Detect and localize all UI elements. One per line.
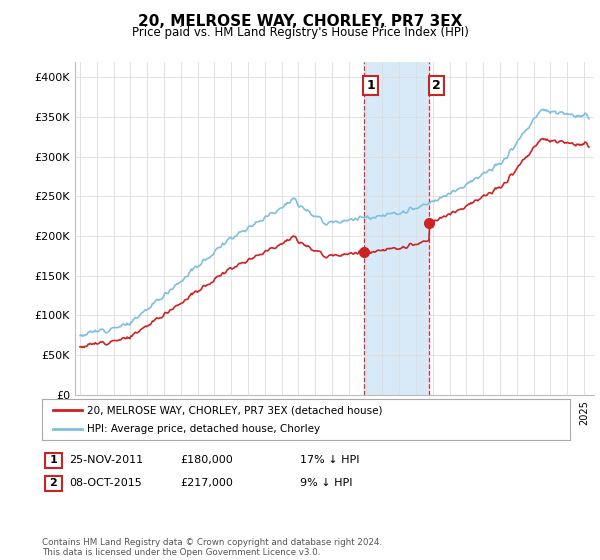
Text: 1: 1 [367, 79, 375, 92]
Text: 20, MELROSE WAY, CHORLEY, PR7 3EX: 20, MELROSE WAY, CHORLEY, PR7 3EX [138, 14, 462, 29]
Text: 25-NOV-2011: 25-NOV-2011 [69, 455, 143, 465]
Text: 20, MELROSE WAY, CHORLEY, PR7 3EX (detached house): 20, MELROSE WAY, CHORLEY, PR7 3EX (detac… [87, 405, 382, 415]
Text: £217,000: £217,000 [180, 478, 233, 488]
Text: 2: 2 [432, 79, 440, 92]
Text: Price paid vs. HM Land Registry's House Price Index (HPI): Price paid vs. HM Land Registry's House … [131, 26, 469, 39]
Text: HPI: Average price, detached house, Chorley: HPI: Average price, detached house, Chor… [87, 424, 320, 434]
Text: £180,000: £180,000 [180, 455, 233, 465]
Text: 2: 2 [50, 478, 57, 488]
Text: Contains HM Land Registry data © Crown copyright and database right 2024.
This d: Contains HM Land Registry data © Crown c… [42, 538, 382, 557]
Bar [364, 62, 430, 395]
Text: 9% ↓ HPI: 9% ↓ HPI [300, 478, 353, 488]
Text: 08-OCT-2015: 08-OCT-2015 [69, 478, 142, 488]
Text: 1: 1 [50, 455, 57, 465]
Text: 17% ↓ HPI: 17% ↓ HPI [300, 455, 359, 465]
